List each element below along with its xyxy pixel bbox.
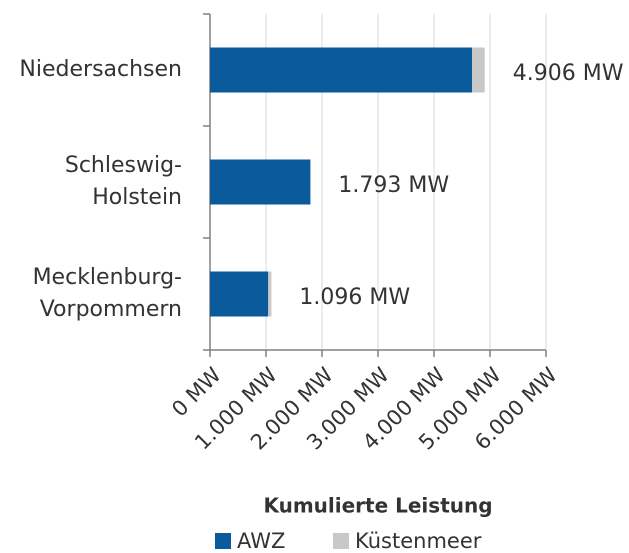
y-tick-label: Mecklenburg- — [33, 265, 182, 290]
total-label: 1.793 MW — [338, 173, 449, 198]
bar — [472, 47, 485, 93]
y-tick-label: Niedersachsen — [19, 57, 182, 82]
bar — [268, 271, 272, 317]
legend-swatch — [333, 533, 349, 549]
legend-label: AWZ — [237, 529, 285, 553]
y-tick-label: Schleswig- — [65, 153, 182, 178]
chart-title: Kumulierte Leistung — [263, 494, 492, 518]
bar — [210, 159, 311, 205]
total-label: 1.096 MW — [299, 285, 410, 310]
legend-label: Küstenmeer — [355, 529, 482, 553]
bar — [210, 47, 473, 93]
y-tick-label: Holstein — [92, 185, 182, 210]
legend-swatch — [215, 533, 231, 549]
y-tick-label: Vorpommern — [40, 297, 182, 322]
bar — [210, 271, 269, 317]
total-label: 4.906 MW — [513, 61, 624, 86]
